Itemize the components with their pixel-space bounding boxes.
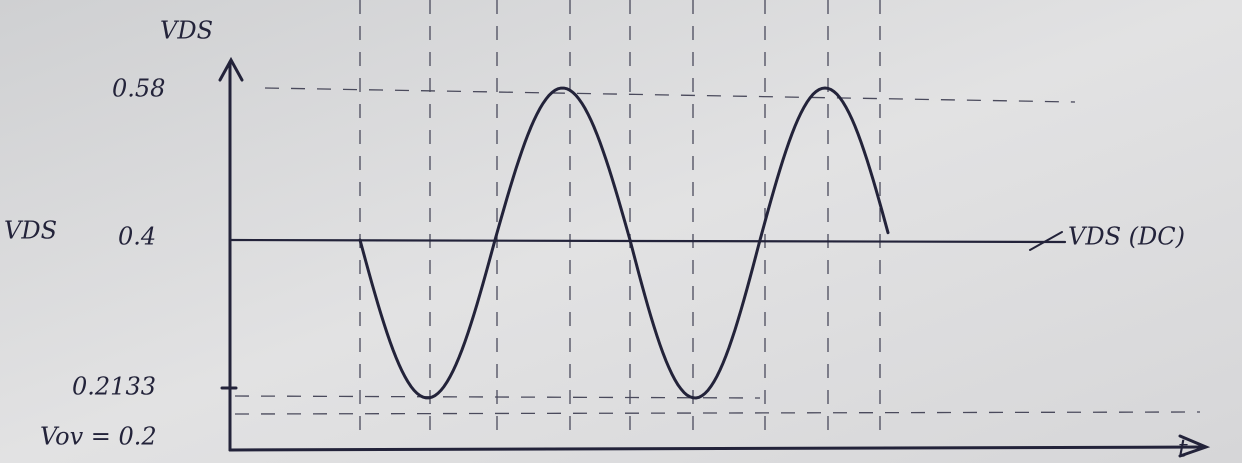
page: {"axis": {"y_label": "VDS", "x_label": "… — [0, 0, 1242, 463]
paper — [0, 0, 1242, 463]
dc-label: 0.4 — [118, 223, 156, 251]
min-label: 0.2133 — [72, 373, 156, 401]
dc-name-label: VDS — [4, 217, 57, 245]
y-axis-label: VDS — [160, 17, 213, 45]
dc-annotation: VDS (DC) — [1068, 223, 1185, 251]
x-axis-label: t — [1178, 435, 1188, 463]
sketch: VDS t 0.58 VDS 0.4 0.2133 Vov = 0.2 VDS … — [0, 0, 1242, 463]
vov-label: Vov = 0.2 — [40, 423, 157, 451]
max-label: 0.58 — [112, 75, 165, 103]
